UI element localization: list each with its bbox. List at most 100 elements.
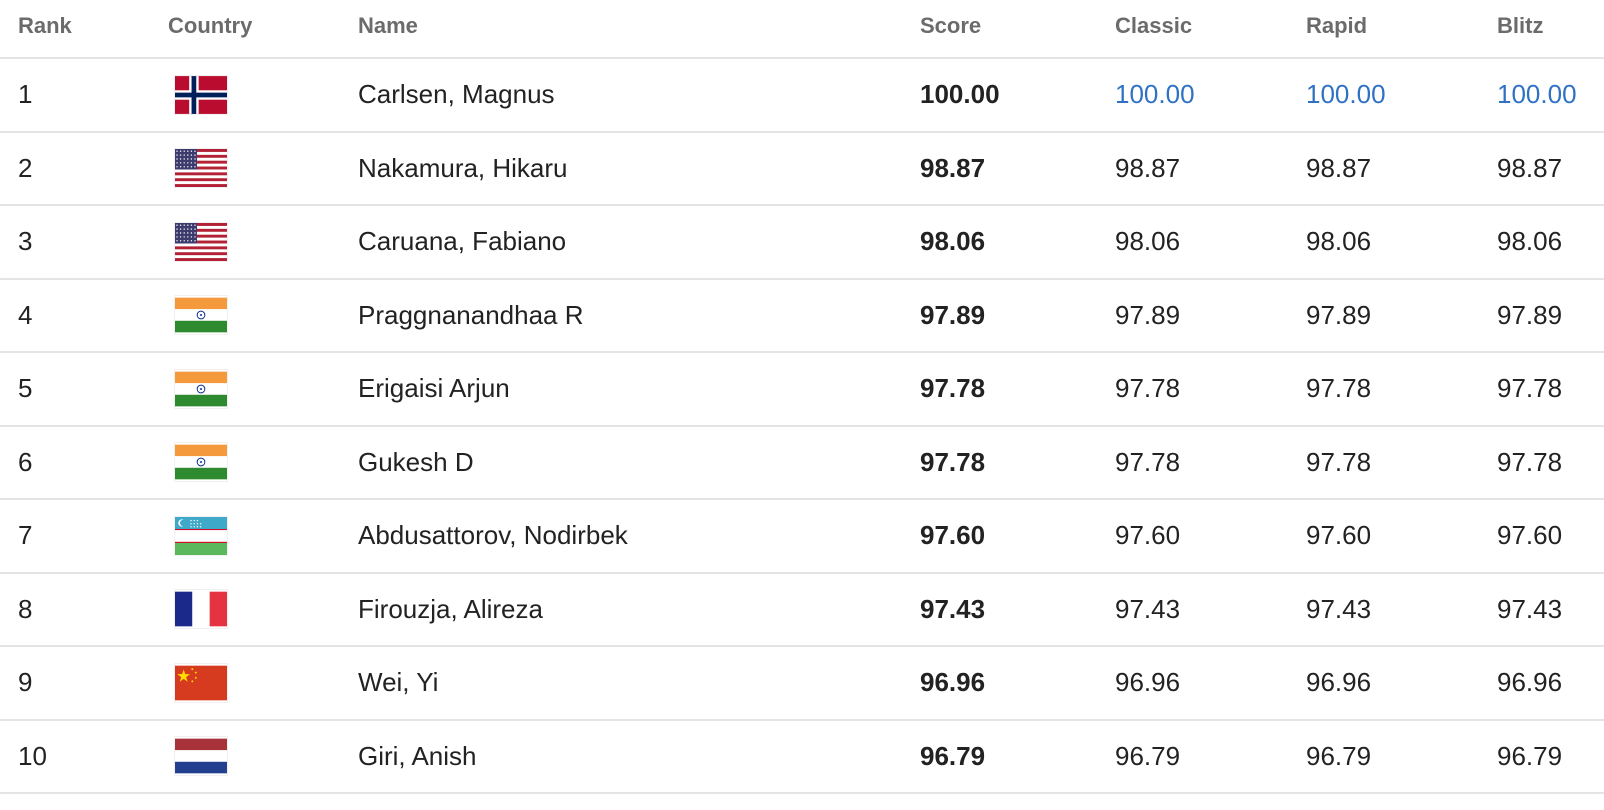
blitz-cell: 97.78 <box>1497 446 1563 477</box>
country-cell <box>175 427 227 499</box>
rank-cell: 10 <box>18 740 47 771</box>
table-header: Rank Country Name Score Classic Rapid Bl… <box>0 0 1604 59</box>
rapid-cell: 98.87 <box>1306 152 1372 183</box>
france-flag-icon <box>175 590 227 628</box>
score-cell: 98.06 <box>920 226 986 257</box>
rapid-cell: 97.78 <box>1306 446 1372 477</box>
blitz-cell: 98.87 <box>1497 152 1563 183</box>
blitz-cell: 97.43 <box>1497 593 1563 624</box>
netherlands-flag-icon <box>175 737 227 775</box>
rank-cell: 1 <box>18 79 33 110</box>
player-name[interactable]: Nakamura, Hikaru <box>358 152 568 183</box>
column-header-name[interactable]: Name <box>358 12 418 38</box>
rapid-cell: 97.78 <box>1306 373 1372 404</box>
player-name[interactable]: Carlsen, Magnus <box>358 79 555 110</box>
score-cell: 100.00 <box>920 79 1000 110</box>
player-name[interactable]: Caruana, Fabiano <box>358 226 567 257</box>
blitz-cell: 96.79 <box>1497 740 1563 771</box>
score-cell: 96.96 <box>920 667 986 698</box>
classic-cell: 97.78 <box>1115 373 1181 404</box>
rapid-cell[interactable]: 100.00 <box>1306 79 1386 110</box>
classic-cell: 97.78 <box>1115 446 1181 477</box>
score-cell: 97.60 <box>920 520 986 551</box>
table-row[interactable]: 8 Firouzja, Alireza 97.43 97.43 97.43 97… <box>0 574 1604 647</box>
country-cell <box>175 574 227 646</box>
column-header-rapid[interactable]: Rapid <box>1306 12 1368 38</box>
classic-cell: 96.96 <box>1115 667 1181 698</box>
classic-cell: 96.79 <box>1115 740 1181 771</box>
classic-cell: 98.06 <box>1115 226 1181 257</box>
table-row[interactable]: 10 Giri, Anish 96.79 96.79 96.79 96.79 <box>0 721 1604 794</box>
table-body: 1 Carlsen, Magnus 100.00 100.00 100.00 1… <box>0 59 1604 794</box>
score-cell: 97.78 <box>920 373 986 404</box>
rapid-cell: 98.06 <box>1306 226 1372 257</box>
rapid-cell: 97.60 <box>1306 520 1372 551</box>
table-row[interactable]: 4 Praggnanandhaa R 97.89 97.89 97.89 97.… <box>0 280 1604 353</box>
column-header-classic[interactable]: Classic <box>1115 12 1193 38</box>
table-row[interactable]: 7 Abdusattorov, Nodirbek 97.60 97.60 97.… <box>0 500 1604 574</box>
classic-cell: 98.87 <box>1115 152 1181 183</box>
player-name[interactable]: Erigaisi Arjun <box>358 373 510 404</box>
player-name[interactable]: Gukesh D <box>358 446 474 477</box>
rank-cell: 3 <box>18 226 33 257</box>
rank-cell: 6 <box>18 446 33 477</box>
rapid-cell: 96.96 <box>1306 667 1372 698</box>
column-header-country[interactable]: Country <box>168 12 253 38</box>
column-header-score[interactable]: Score <box>920 12 982 38</box>
table-row[interactable]: 1 Carlsen, Magnus 100.00 100.00 100.00 1… <box>0 59 1604 133</box>
classic-cell[interactable]: 100.00 <box>1115 79 1195 110</box>
player-name[interactable]: Giri, Anish <box>358 740 477 771</box>
norway-flag-icon <box>175 75 227 114</box>
country-cell <box>175 721 227 793</box>
table-row[interactable]: 6 Gukesh D 97.78 97.78 97.78 97.78 <box>0 427 1604 500</box>
country-cell <box>175 133 227 205</box>
player-name[interactable]: Abdusattorov, Nodirbek <box>358 520 628 551</box>
table-row[interactable]: 3 Caruana, Fabiano 98.06 98.06 98.06 98.… <box>0 206 1604 280</box>
score-cell: 97.89 <box>920 299 986 330</box>
rank-cell: 7 <box>18 520 33 551</box>
india-flag-icon <box>175 370 227 408</box>
table-row[interactable]: 2 Nakamura, Hikaru 98.87 98.87 98.87 98.… <box>0 133 1604 206</box>
blitz-cell[interactable]: 100.00 <box>1497 79 1577 110</box>
rapid-cell: 97.43 <box>1306 593 1372 624</box>
rank-cell: 4 <box>18 299 33 330</box>
table-row[interactable]: 9 Wei, Yi 96.96 96.96 96.96 96.96 <box>0 647 1604 721</box>
score-cell: 97.43 <box>920 593 986 624</box>
player-name[interactable]: Firouzja, Alireza <box>358 593 543 624</box>
rank-cell: 9 <box>18 667 33 698</box>
blitz-cell: 97.60 <box>1497 520 1563 551</box>
score-cell: 97.78 <box>920 446 986 477</box>
india-flag-icon <box>175 443 227 481</box>
rank-cell: 2 <box>18 152 33 183</box>
usa-flag-icon <box>175 222 227 261</box>
country-cell <box>175 59 227 131</box>
player-name[interactable]: Wei, Yi <box>358 667 439 698</box>
rank-cell: 5 <box>18 373 33 404</box>
blitz-cell: 97.89 <box>1497 299 1563 330</box>
country-cell <box>175 500 227 572</box>
score-cell: 96.79 <box>920 740 986 771</box>
uzbekistan-flag-icon <box>175 516 227 555</box>
rank-cell: 8 <box>18 593 33 624</box>
classic-cell: 97.89 <box>1115 299 1181 330</box>
china-flag-icon <box>175 664 227 702</box>
classic-cell: 97.43 <box>1115 593 1181 624</box>
column-header-blitz[interactable]: Blitz <box>1497 12 1544 38</box>
table-row[interactable]: 5 Erigaisi Arjun 97.78 97.78 97.78 97.78 <box>0 353 1604 427</box>
country-cell <box>175 647 227 719</box>
country-cell <box>175 206 227 278</box>
rapid-cell: 97.89 <box>1306 299 1372 330</box>
country-cell <box>175 353 227 425</box>
classic-cell: 97.60 <box>1115 520 1181 551</box>
india-flag-icon <box>175 296 227 334</box>
column-header-rank[interactable]: Rank <box>18 12 72 38</box>
blitz-cell: 96.96 <box>1497 667 1563 698</box>
blitz-cell: 97.78 <box>1497 373 1563 404</box>
score-cell: 98.87 <box>920 152 986 183</box>
blitz-cell: 98.06 <box>1497 226 1563 257</box>
country-cell <box>175 280 227 352</box>
player-name[interactable]: Praggnanandhaa R <box>358 299 584 330</box>
rapid-cell: 96.79 <box>1306 740 1372 771</box>
usa-flag-icon <box>175 149 227 188</box>
